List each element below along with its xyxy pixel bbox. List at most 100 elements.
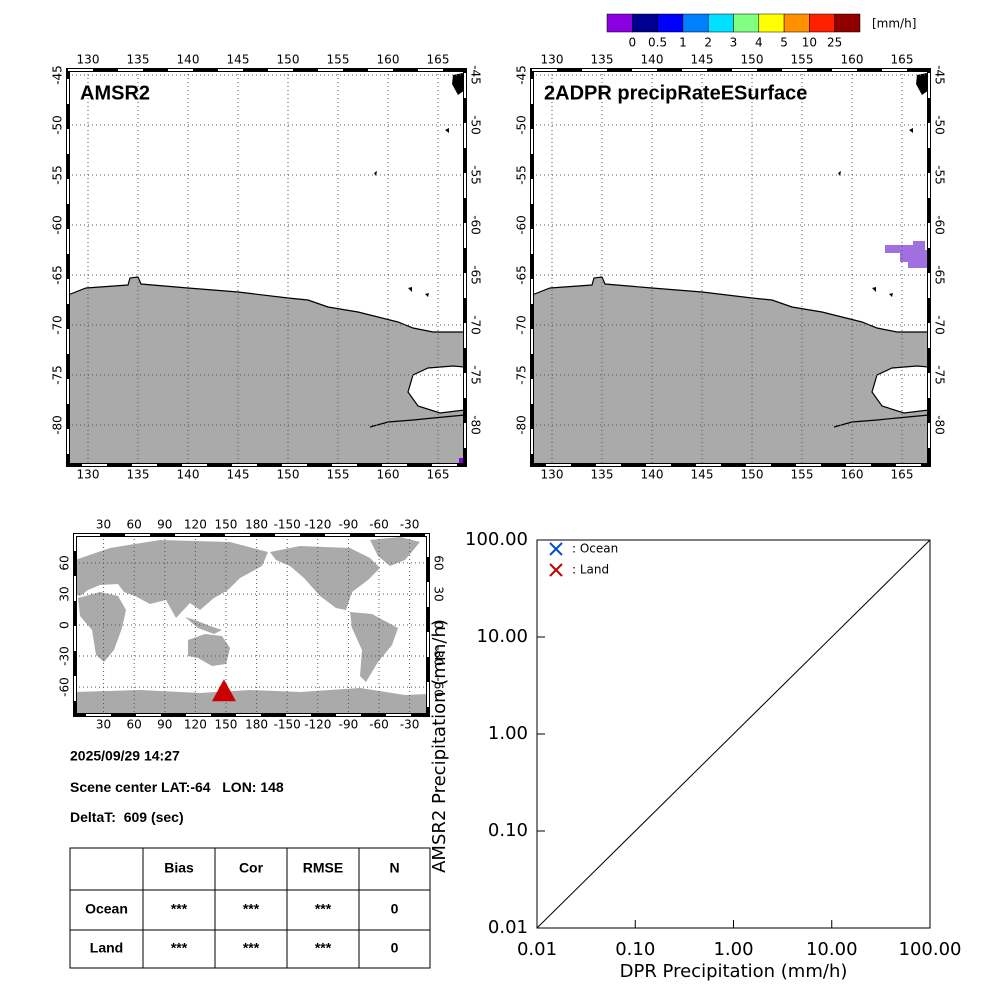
x-tick-label: 160 <box>377 468 400 482</box>
colorbar-label: 5 <box>780 36 788 50</box>
datetime: 2025/09/29 14:27 <box>70 748 180 764</box>
x-axis-title: DPR Precipitation (mm/h) <box>620 961 848 982</box>
label: DeltaT: <box>70 809 116 825</box>
x-tick-label: 135 <box>127 468 150 482</box>
y-tick-label: -50 <box>933 115 947 135</box>
y-tick-label: -45 <box>469 65 483 85</box>
y-tick-label: -60 <box>469 215 483 235</box>
x-tick-label: 140 <box>177 468 200 482</box>
x-tick-label: 155 <box>327 53 350 67</box>
x-tick-label: 150 <box>277 53 300 67</box>
colorbar-swatch <box>834 13 861 33</box>
x-tick-label: 145 <box>227 468 250 482</box>
x-tick-label: -30 <box>400 718 420 732</box>
table-header: N <box>389 860 399 876</box>
x-tick-label: 60 <box>127 718 142 732</box>
x-tick-label: 0.10 <box>615 939 655 960</box>
delta-t: DeltaT: 609 (sec) <box>70 809 184 825</box>
colorbar-unit: [mm/h] <box>872 17 916 31</box>
x-tick-label: 165 <box>891 53 914 67</box>
colorbar-swatch <box>632 13 658 33</box>
land <box>188 634 230 666</box>
x-tick-label: 140 <box>641 53 664 67</box>
value: 148 <box>260 779 284 795</box>
x-tick-label: 130 <box>541 53 564 67</box>
x-tick-label: 150 <box>277 468 300 482</box>
x-tick-label: 0.01 <box>517 939 557 960</box>
legend-marker <box>549 542 563 556</box>
y-tick-label: -50 <box>469 115 483 135</box>
table-header: RMSE <box>303 860 343 876</box>
x-tick-label: 30 <box>96 518 111 532</box>
land <box>370 537 420 566</box>
y-tick-label: -65 <box>469 265 483 285</box>
x-tick-label: 130 <box>77 468 100 482</box>
stats-table: Bias Cor RMSE N Ocean *** *** *** 0 Land *** *** ***… <box>69 847 431 969</box>
table-cell: *** <box>315 901 332 917</box>
table-cell: *** <box>243 901 260 917</box>
y-tick-label: 60 <box>432 555 446 570</box>
map-title: AMSR2 <box>80 82 150 104</box>
x-tick-label: 160 <box>377 53 400 67</box>
scatter-chart: 0.01 0.10 1.00 10.00 100.00 0.01 0.10 1.00 10.00… <box>429 529 961 982</box>
x-tick-label: 150 <box>741 468 764 482</box>
y-tick-label: -80 <box>515 415 529 435</box>
y-tick-label: -70 <box>933 315 947 335</box>
x-tick-label: 150 <box>215 518 238 532</box>
y-tick-label: -75 <box>469 365 483 385</box>
table-cell: *** <box>171 940 188 956</box>
x-tick-label: -120 <box>304 718 331 732</box>
table-cell: *** <box>315 940 332 956</box>
row-label: Land <box>90 940 123 956</box>
colorbar-label: 0.5 <box>648 36 667 50</box>
y-tick-label: -60 <box>58 677 72 697</box>
colorbar-swatch <box>606 13 633 33</box>
colorbar-label: 3 <box>730 36 738 50</box>
table-cell: 0 <box>391 940 399 956</box>
x-tick-label: 90 <box>157 518 172 532</box>
x-tick-label: 1.00 <box>713 939 753 960</box>
colorbar-swatch <box>783 13 810 33</box>
table-header: Cor <box>239 860 264 876</box>
x-tick-label: 155 <box>791 468 814 482</box>
y-tick-label: -50 <box>515 115 529 135</box>
y-tick-label: -30 <box>432 646 446 666</box>
x-tick-label: 120 <box>184 718 207 732</box>
y-tick-label: -80 <box>469 415 483 435</box>
y-tick-label: 10.00 <box>476 626 528 647</box>
colorbar-swatch <box>758 13 785 33</box>
x-tick-label: 100.00 <box>899 939 962 960</box>
x-tick-label: 145 <box>227 53 250 67</box>
colorbar-swatch <box>809 13 835 33</box>
unit: (sec) <box>151 809 184 825</box>
land <box>75 540 268 618</box>
x-tick-label: 60 <box>127 518 142 532</box>
x-tick-label: 130 <box>77 53 100 67</box>
y-tick-label: 30 <box>432 586 446 601</box>
y-tick-label: -55 <box>51 165 65 185</box>
x-tick-label: 180 <box>245 518 268 532</box>
x-tick-label: 140 <box>177 53 200 67</box>
precip-area <box>885 241 930 268</box>
value: 609 <box>124 809 148 825</box>
legend-label: : Ocean <box>572 542 618 556</box>
y-tick-label: -75 <box>933 365 947 385</box>
x-tick-label: 135 <box>127 53 150 67</box>
x-tick-label: 90 <box>157 718 172 732</box>
x-tick-label: -90 <box>339 718 359 732</box>
y-tick-label: -70 <box>469 315 483 335</box>
x-tick-label: -120 <box>304 518 331 532</box>
map-panel: 130 130 135 135 140 140 145 145 150 150 155 155 160 1… <box>515 53 947 482</box>
x-tick-label: 10.00 <box>806 939 858 960</box>
x-tick-label: 145 <box>691 53 714 67</box>
y-tick-label: -55 <box>933 165 947 185</box>
x-tick-label: 165 <box>427 53 450 67</box>
y-tick-label: -70 <box>515 315 529 335</box>
x-tick-label: -60 <box>369 718 389 732</box>
colorbar-label: 25 <box>827 36 842 50</box>
value: -64 <box>190 779 210 795</box>
map-frame <box>530 68 931 467</box>
row-label: Ocean <box>85 901 128 917</box>
colorbar: 0 0.5 1 2 3 4 5 10 25 <box>606 13 861 50</box>
table-cell: *** <box>243 940 260 956</box>
